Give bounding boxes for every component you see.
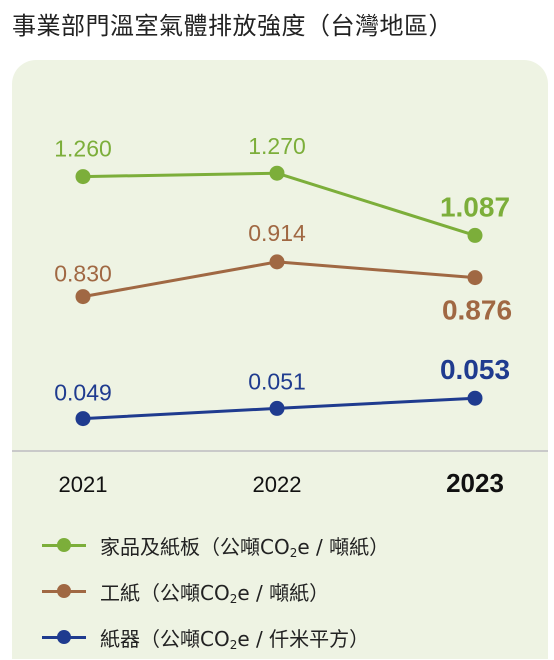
chart-panel xyxy=(12,60,548,659)
data-label-1-1: 1.260 xyxy=(54,136,112,162)
data-label-3-2: 0.051 xyxy=(248,368,306,394)
legend-label: 工紙（公噸CO2e / 噸紙） xyxy=(100,580,330,606)
data-point-3-1 xyxy=(75,411,91,427)
legend-label: 紙器（公噸CO2e / 仟米平方） xyxy=(100,626,370,652)
legend-label: 家品及紙板（公噸CO2e / 噸紙） xyxy=(100,534,390,560)
legend-marker xyxy=(57,537,71,552)
data-label-1-3: 1.087 xyxy=(440,191,510,222)
data-label-3-3: 0.053 xyxy=(440,354,510,385)
data-point-1-1 xyxy=(75,169,91,185)
data-label-2-2: 0.914 xyxy=(248,220,306,246)
data-point-3-3 xyxy=(467,390,483,406)
data-point-2-2 xyxy=(269,254,285,270)
data-point-1-2 xyxy=(269,165,285,181)
legend-item-1: 家品及紙板（公噸CO2e / 噸紙） xyxy=(42,522,389,568)
data-point-2-1 xyxy=(75,289,91,305)
chart-legend: 家品及紙板（公噸CO2e / 噸紙） 工紙（公噸CO2e / 噸紙） 紙器（公噸CO… xyxy=(42,522,389,660)
legend-swatch xyxy=(42,537,86,552)
legend-item-2: 工紙（公噸CO2e / 噸紙） xyxy=(42,568,389,614)
data-point-3-2 xyxy=(269,400,285,416)
x-tick-label-2: 2022 xyxy=(253,472,302,497)
data-label-3-1: 0.049 xyxy=(54,380,112,406)
x-tick-label-3: 2023 xyxy=(446,468,504,498)
data-label-2-3: 0.876 xyxy=(442,295,512,326)
data-point-2-3 xyxy=(467,270,483,286)
legend-marker xyxy=(57,583,71,598)
data-label-2-1: 0.830 xyxy=(54,261,112,287)
legend-item-3: 紙器（公噸CO2e / 仟米平方） xyxy=(42,614,389,660)
chart-title: 事業部門溫室氣體排放強度（台灣地區） xyxy=(12,12,453,40)
x-tick-label-1: 2021 xyxy=(59,472,108,497)
legend-swatch xyxy=(42,583,86,598)
data-label-1-2: 1.270 xyxy=(248,133,306,159)
legend-swatch xyxy=(42,629,86,644)
legend-marker xyxy=(57,629,71,644)
data-point-1-3 xyxy=(467,227,483,243)
